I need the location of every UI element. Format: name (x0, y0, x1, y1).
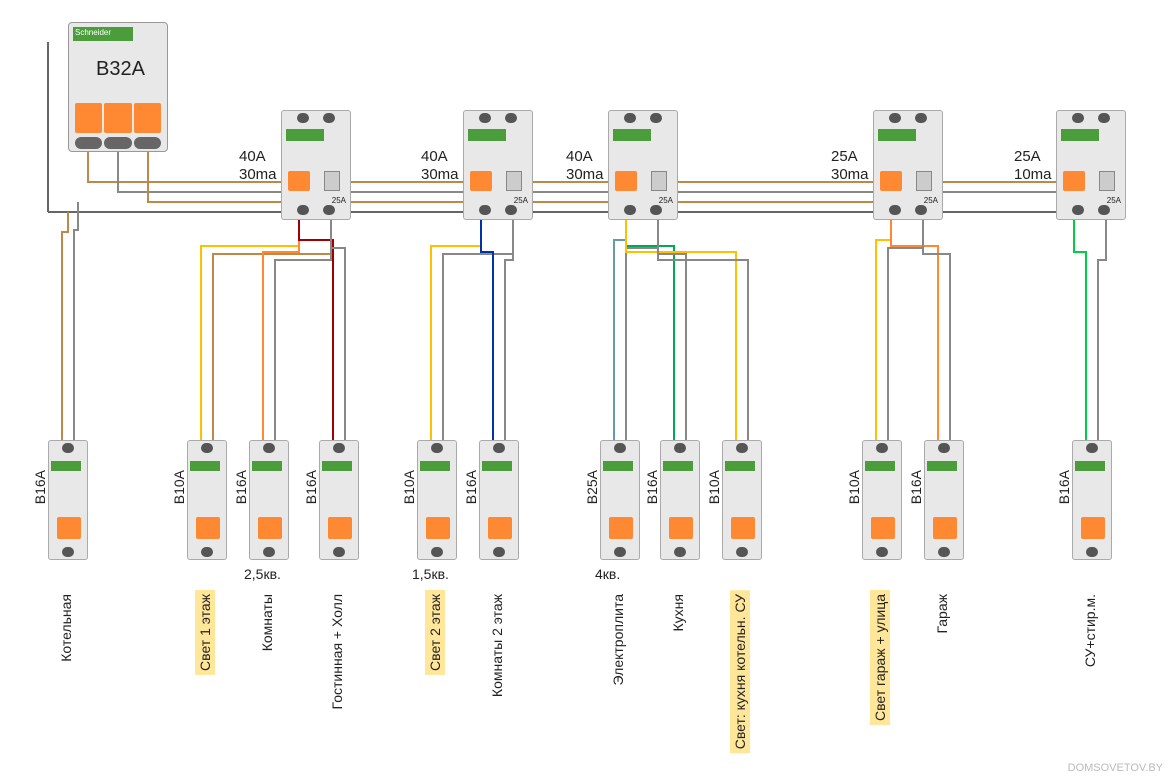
breaker-rating-7: B16A (644, 470, 660, 504)
brand-badge (603, 461, 633, 471)
rcd-label-5: 25A10ma (1014, 148, 1052, 184)
breaker-rating-10: B16A (908, 470, 924, 504)
brand-badge: Schneider (73, 27, 133, 41)
brand-badge (865, 461, 895, 471)
breaker-7 (660, 440, 700, 560)
breaker-1 (187, 440, 227, 560)
breaker-rating-4: B10A (401, 470, 417, 504)
brand-badge (878, 129, 916, 141)
brand-badge (482, 461, 512, 471)
circuit-label-1: Свет 1 этаж (195, 590, 215, 675)
brand-badge (927, 461, 957, 471)
circuit-label-9: Свет гараж + улица (870, 590, 890, 725)
brand-badge (420, 461, 450, 471)
breaker-rating-5: B16A (463, 470, 479, 504)
circuit-label-5: Комнаты 2 этаж (487, 590, 507, 701)
brand-badge (663, 461, 693, 471)
breaker-6 (600, 440, 640, 560)
circuit-label-8: Свет: кухня котельн. СУ (730, 590, 750, 753)
rcd-5: 25A (1056, 110, 1126, 220)
wire-note-6: 4кв. (595, 566, 620, 582)
breaker-11 (1072, 440, 1112, 560)
breaker-10 (924, 440, 964, 560)
breaker-rating-2: B16A (233, 470, 249, 504)
breaker-8 (722, 440, 762, 560)
breaker-0 (48, 440, 88, 560)
brand-badge (322, 461, 352, 471)
circuit-label-0: Котельная (56, 590, 76, 666)
breaker-rating-0: B16A (32, 470, 48, 504)
brand-badge (468, 129, 506, 141)
circuit-label-6: Электроплита (608, 590, 628, 689)
rcd-panel-rating: 25A (659, 196, 673, 205)
circuit-label-10: Гараж (932, 590, 952, 638)
brand-badge (725, 461, 755, 471)
breaker-rating-8: B10A (706, 470, 722, 504)
breaker-rating-1: B10A (171, 470, 187, 504)
circuit-label-7: Кухня (668, 590, 688, 635)
circuit-label-2: Комнаты (257, 590, 277, 655)
circuit-label-4: Свет 2 этаж (425, 590, 445, 675)
rcd-label-4: 25A30ma (831, 148, 869, 184)
main-breaker: Schneider (68, 22, 168, 152)
brand-badge (1061, 129, 1099, 141)
brand-badge (286, 129, 324, 141)
brand-badge (613, 129, 651, 141)
breaker-5 (479, 440, 519, 560)
wire-note-4: 1,5кв. (412, 566, 449, 582)
breaker-4 (417, 440, 457, 560)
rcd-2: 25A (463, 110, 533, 220)
rcd-panel-rating: 25A (332, 196, 346, 205)
brand-badge (1075, 461, 1105, 471)
rcd-panel-rating: 25A (924, 196, 938, 205)
breaker-9 (862, 440, 902, 560)
circuit-label-3: Гостинная + Холл (327, 590, 347, 713)
watermark: DOMSOVETOV.BY (1068, 762, 1163, 774)
rcd-label-2: 40A30ma (421, 148, 459, 184)
breaker-2 (249, 440, 289, 560)
circuit-label-11: СУ+стир.м. (1080, 590, 1100, 671)
rcd-panel-rating: 25A (1107, 196, 1121, 205)
rcd-panel-rating: 25A (514, 196, 528, 205)
rcd-4: 25A (873, 110, 943, 220)
rcd-label-3: 40A30ma (566, 148, 604, 184)
rcd-label-1: 40A30ma (239, 148, 277, 184)
breaker-rating-9: B10A (846, 470, 862, 504)
wire-note-2: 2,5кв. (244, 566, 281, 582)
breaker-rating-3: B16A (303, 470, 319, 504)
rcd-1: 25A (281, 110, 351, 220)
wiring-svg (0, 0, 1169, 778)
breaker-rating-11: B16A (1056, 470, 1072, 504)
main-breaker-rating: B32A (96, 58, 145, 81)
brand-badge (190, 461, 220, 471)
breaker-rating-6: B25A (584, 470, 600, 504)
rcd-3: 25A (608, 110, 678, 220)
brand-badge (51, 461, 81, 471)
breaker-3 (319, 440, 359, 560)
brand-badge (252, 461, 282, 471)
